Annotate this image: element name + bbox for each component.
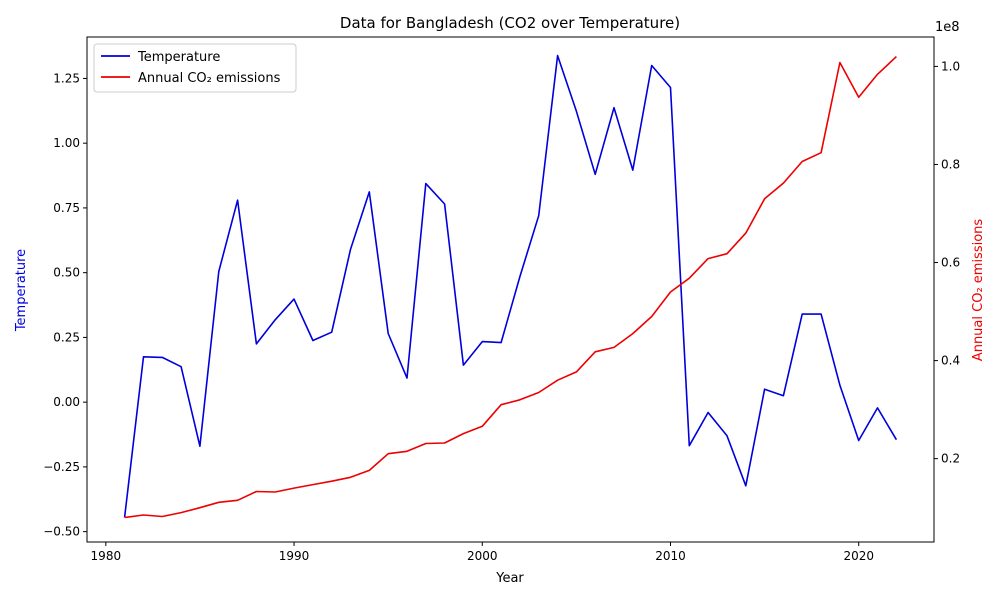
left-tick-label: 1.25	[53, 71, 80, 85]
right-tick-label: 0.8	[941, 157, 960, 171]
x-tick-label: 2000	[467, 549, 498, 563]
x-tick-label: 1990	[279, 549, 310, 563]
temperature-line	[123, 54, 898, 518]
right-tick-label: 0.4	[941, 354, 960, 368]
right-axis-ticks: 0.2 0.4 0.6 0.8 1.0	[934, 59, 960, 466]
left-axis-ticks: −0.50 −0.25 0.00 0.25 0.50 0.75 1.00 1.25	[43, 71, 87, 539]
x-axis-ticks: 1980 1990 2000 2010 2020	[91, 542, 874, 563]
right-axis-multiplier: 1e8	[935, 20, 960, 35]
left-tick-label: −0.25	[43, 460, 80, 474]
x-tick-label: 1980	[91, 549, 122, 563]
legend: Temperature Annual CO₂ emissions	[93, 43, 297, 93]
left-tick-label: 0.25	[53, 330, 80, 344]
right-axis-label: Annual CO₂ emissions	[971, 219, 986, 362]
left-tick-label: 1.00	[53, 136, 80, 150]
x-tick-label: 2020	[843, 549, 874, 563]
plot-frame	[86, 36, 935, 543]
chart-title: Data for Bangladesh (CO2 over Temperatur…	[340, 14, 680, 32]
left-tick-label: −0.50	[43, 525, 80, 539]
x-axis-label: Year	[495, 571, 524, 586]
co2-emissions-line	[124, 56, 897, 519]
x-tick-label: 2010	[655, 549, 686, 563]
left-tick-label: 0.00	[53, 395, 80, 409]
left-tick-label: 0.75	[53, 201, 80, 215]
series-layer	[123, 54, 898, 519]
legend-label-temperature: Temperature	[137, 50, 220, 65]
legend-label-co2: Annual CO₂ emissions	[138, 71, 281, 86]
right-tick-label: 1.0	[941, 59, 960, 73]
right-tick-label: 0.6	[941, 256, 960, 270]
left-tick-label: 0.50	[53, 266, 80, 280]
legend-box	[93, 43, 297, 93]
right-tick-label: 0.2	[941, 452, 960, 466]
left-axis-label: Temperature	[14, 249, 29, 332]
